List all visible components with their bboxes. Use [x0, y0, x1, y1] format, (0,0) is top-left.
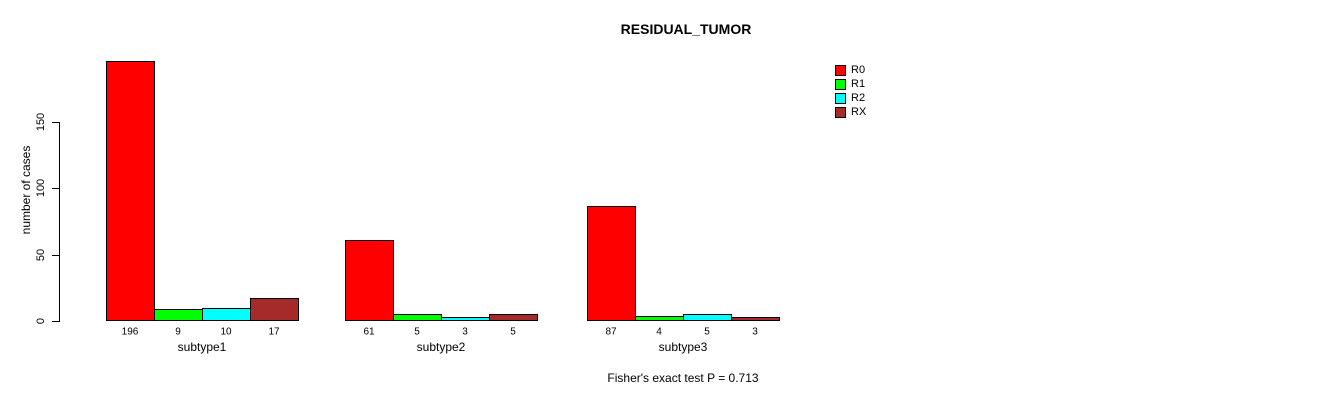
- bar-RX-subtype3: [731, 317, 780, 321]
- annotation-fishers-test: Fisher's exact test P = 0.713: [607, 371, 759, 385]
- y-axis-tick-label: 150: [35, 112, 47, 132]
- bar-value-label: 61: [363, 326, 375, 338]
- y-axis-tick: [52, 188, 59, 190]
- bar-RX-subtype2: [489, 314, 538, 321]
- chart-title: RESIDUAL_TUMOR: [620, 21, 752, 37]
- bar-value-label: 3: [462, 326, 468, 338]
- legend-item-RX: RX: [835, 107, 866, 118]
- y-axis-tick-label: 100: [35, 179, 47, 198]
- bar-value-label: 4: [656, 326, 662, 338]
- legend-label: RX: [851, 106, 867, 118]
- legend-swatch-RX: [835, 107, 846, 118]
- category-label-subtype2: subtype2: [416, 340, 466, 354]
- legend-label: R2: [851, 92, 866, 104]
- y-axis-tick: [52, 122, 59, 123]
- y-axis-tick-label: 50: [35, 248, 47, 261]
- y-axis-tick-label: 0: [35, 317, 47, 325]
- legend-item-R2: R2: [835, 93, 866, 104]
- legend-item-R0: R0: [835, 65, 866, 76]
- y-axis-label: number of cases: [19, 145, 33, 235]
- bar-R2-subtype3: [683, 314, 732, 321]
- y-axis-tick: [52, 321, 59, 322]
- bar-value-label: 17: [268, 326, 280, 338]
- y-axis-tick: [52, 254, 59, 256]
- legend-item-R1: R1: [835, 79, 866, 90]
- bar-R1-subtype1: [154, 309, 203, 321]
- y-axis-line: [59, 122, 60, 322]
- category-label-subtype1: subtype1: [177, 340, 227, 354]
- legend-swatch-R2: [835, 93, 846, 104]
- bar-value-label: 87: [605, 326, 617, 338]
- bar-value-label: 10: [220, 326, 232, 338]
- bar-R0-subtype2: [345, 240, 394, 321]
- bar-value-label: 5: [510, 326, 516, 338]
- legend: R0 R1 R2 RX: [835, 65, 866, 121]
- legend-label: R0: [851, 64, 866, 76]
- legend-swatch-R1: [835, 79, 846, 90]
- bar-R1-subtype2: [393, 314, 442, 321]
- bar-R2-subtype2: [441, 317, 490, 321]
- bar-value-label: 3: [752, 326, 758, 338]
- category-label-subtype3: subtype3: [658, 340, 708, 354]
- bar-value-label: 196: [121, 326, 139, 338]
- bar-value-label: 9: [175, 326, 181, 338]
- bar-RX-subtype1: [250, 298, 299, 321]
- bar-value-label: 5: [704, 326, 710, 338]
- bar-R1-subtype3: [635, 316, 684, 321]
- legend-label: R1: [851, 78, 866, 90]
- bar-R0-subtype1: [106, 61, 155, 321]
- bar-value-label: 5: [414, 326, 420, 338]
- legend-swatch-R0: [835, 65, 846, 76]
- bar-R0-subtype3: [587, 206, 636, 321]
- bar-R2-subtype1: [202, 308, 251, 321]
